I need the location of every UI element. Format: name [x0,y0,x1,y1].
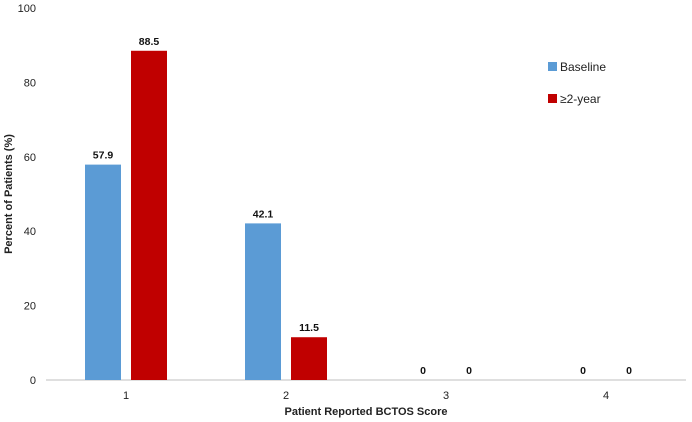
x-axis-ticks: 1 2 3 4 [123,390,609,402]
x-tick-label-4: 4 [603,390,609,402]
y-tick-label-0: 0 [30,375,36,387]
y-axis-ticks: 0 20 40 60 80 100 [18,3,36,387]
bar-2-year-2 [291,337,327,380]
data-label-2-year-2: 11.5 [299,322,319,334]
data-label-2-year-4: 0 [626,365,632,377]
legend-label-baseline: Baseline [560,60,606,74]
y-tick-label-60: 60 [24,152,36,164]
data-label-2-year-3: 0 [466,365,472,377]
y-axis-title: Percent of Patients (%) [3,134,15,254]
legend-label-2-year: ≥2-year [560,92,601,106]
data-label-2-year-1: 88.5 [139,36,160,48]
bar-2-year-1 [131,50,167,380]
y-tick-label-100: 100 [18,3,36,15]
bar-baseline-1 [85,164,121,380]
bars [85,50,327,380]
data-labels: 57.9 88.5 42.1 11.5 0 0 0 0 [93,36,632,377]
y-tick-label-80: 80 [24,77,36,89]
x-tick-label-1: 1 [123,390,129,402]
x-tick-label-2: 2 [283,390,289,402]
data-label-baseline-4: 0 [580,365,586,377]
data-label-baseline-3: 0 [420,365,426,377]
y-tick-label-40: 40 [24,226,36,238]
legend: Baseline ≥2-year [548,60,606,106]
data-label-baseline-1: 57.9 [93,150,114,162]
x-tick-label-3: 3 [443,390,449,402]
legend-swatch-2-year [548,94,557,103]
data-label-baseline-2: 42.1 [253,208,274,220]
x-axis-title: Patient Reported BCTOS Score [285,406,448,418]
legend-swatch-baseline [548,62,557,71]
bar-baseline-2 [245,223,281,380]
y-tick-label-20: 20 [24,301,36,313]
